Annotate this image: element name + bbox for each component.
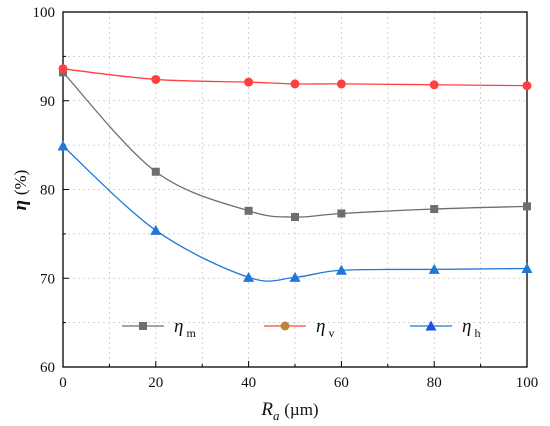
- data-point-v: [290, 79, 300, 89]
- y-tick-label: 100: [33, 5, 56, 21]
- data-point-v: [522, 81, 532, 91]
- y-axis-symbol: η: [10, 200, 31, 210]
- x-tick-label: 80: [427, 375, 442, 391]
- data-point-m: [523, 202, 531, 211]
- y-tick-label: 60: [40, 360, 55, 376]
- legend-marker-m: [139, 322, 147, 330]
- grid-lines: [63, 12, 527, 367]
- legend-marker-h: [425, 320, 437, 331]
- y-tick-label: 90: [40, 94, 55, 110]
- data-point-m: [291, 213, 299, 222]
- axis-ticks: 0 20 40 60 80 100 60 70 80 90 100: [33, 5, 539, 391]
- data-point-m: [337, 209, 346, 218]
- x-axis-title: Ra (µm): [260, 399, 318, 423]
- data-point-v: [429, 80, 439, 90]
- series-line-m: [62, 71, 528, 218]
- data-point-h: [521, 262, 533, 273]
- y-axis-title: η (%): [10, 170, 31, 211]
- x-tick-label: 60: [334, 375, 349, 391]
- series-markers: [57, 64, 533, 282]
- x-tick-label: 20: [148, 375, 163, 391]
- x-tick-label: 100: [516, 375, 539, 391]
- data-point-m: [244, 206, 253, 215]
- data-point-h: [150, 224, 162, 235]
- x-axis-symbol: R: [260, 399, 273, 420]
- data-point-h: [428, 263, 440, 274]
- y-tick-label: 70: [40, 271, 55, 287]
- data-point-v: [336, 79, 346, 89]
- x-tick-label: 40: [241, 375, 256, 391]
- data-point-m: [430, 205, 439, 214]
- x-axis-unit: (µm): [284, 400, 318, 419]
- y-tick-label: 80: [40, 183, 55, 199]
- data-point-h: [335, 264, 347, 275]
- legend-marker-v: [280, 321, 290, 331]
- data-point-v: [58, 64, 68, 74]
- data-point-h: [289, 271, 301, 282]
- x-axis-symbol-sub: a: [273, 408, 280, 423]
- x-tick-label: 0: [59, 375, 67, 391]
- data-point-v: [244, 77, 254, 87]
- data-point-h: [243, 271, 255, 282]
- data-point-v: [151, 74, 161, 84]
- data-point-h: [57, 140, 69, 151]
- data-point-m: [151, 167, 160, 176]
- y-axis-unit: (%): [11, 170, 30, 195]
